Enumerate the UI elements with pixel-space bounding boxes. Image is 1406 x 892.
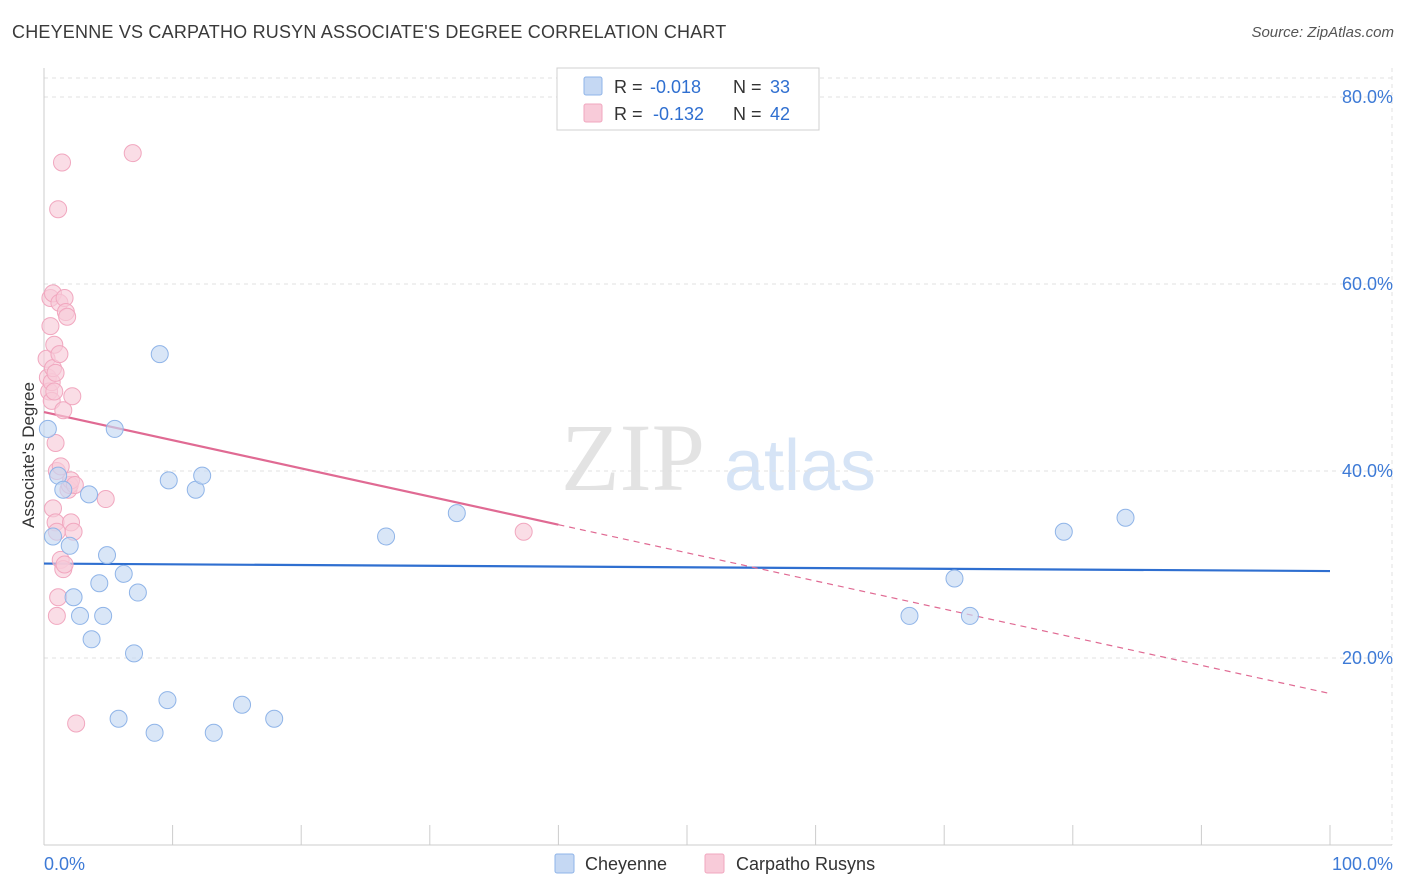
cheyenne-point bbox=[94, 606, 113, 625]
carpatho-point bbox=[55, 555, 74, 574]
trend-lines bbox=[43, 411, 1331, 695]
cheyenne-point bbox=[54, 480, 73, 499]
carpatho-point bbox=[49, 200, 68, 219]
carpatho-point bbox=[54, 401, 73, 420]
carpatho-point bbox=[46, 363, 65, 382]
cheyenne-point bbox=[82, 630, 101, 649]
stats-legend: R = -0.018 N = 33 R = -0.132 N = 42 bbox=[556, 67, 820, 131]
watermark: ZIP atlas bbox=[561, 404, 876, 511]
series-legend: Cheyenne Carpatho Rusyns bbox=[554, 853, 875, 874]
data-points bbox=[37, 144, 1135, 742]
cheyenne-point bbox=[150, 345, 169, 364]
cheyenne-point bbox=[233, 695, 252, 714]
stats-n-value-carpatho: 42 bbox=[770, 104, 790, 124]
cheyenne-point bbox=[159, 471, 178, 490]
cheyenne-point bbox=[98, 546, 117, 565]
carpatho-point bbox=[46, 433, 65, 452]
carpatho-point bbox=[49, 588, 68, 607]
y-tick-label: 40.0% bbox=[1342, 461, 1393, 481]
cheyenne-point bbox=[71, 606, 90, 625]
chart-source: Source: ZipAtlas.com bbox=[1251, 24, 1394, 41]
carpatho-point bbox=[96, 490, 115, 509]
cheyenne-point bbox=[265, 709, 284, 728]
stats-swatch-carpatho bbox=[583, 103, 603, 123]
carpatho-point bbox=[67, 714, 86, 733]
carpatho-point bbox=[50, 345, 69, 364]
cheyenne-point bbox=[128, 583, 147, 602]
cheyenne-point bbox=[960, 606, 979, 625]
stats-r-label-cheyenne: R = bbox=[614, 77, 643, 97]
carpatho-point bbox=[47, 606, 66, 625]
cheyenne-point bbox=[38, 419, 57, 438]
chart-title: CHEYENNE VS CARPATHO RUSYN ASSOCIATE'S D… bbox=[12, 22, 727, 42]
carpatho-trend-line bbox=[43, 411, 559, 526]
stats-r-value-cheyenne: -0.018 bbox=[650, 77, 701, 97]
cheyenne-point bbox=[44, 527, 63, 546]
carpatho-point bbox=[53, 153, 72, 172]
cheyenne-point bbox=[145, 723, 164, 742]
carpatho-point bbox=[45, 382, 64, 401]
cheyenne-point bbox=[1054, 522, 1073, 541]
carpatho-trend-line-dashed bbox=[558, 524, 1331, 695]
y-tick-label: 20.0% bbox=[1342, 648, 1393, 668]
x-tick-label: 100.0% bbox=[1332, 854, 1393, 874]
y-tick-label: 80.0% bbox=[1342, 87, 1393, 107]
cheyenne-point bbox=[377, 527, 396, 546]
cheyenne-point bbox=[125, 644, 144, 663]
carpatho-point bbox=[41, 317, 60, 336]
axes: 20.0% 40.0% 60.0% 80.0% 0.0% 100.0% bbox=[43, 68, 1393, 874]
watermark-zip: ZIP bbox=[561, 404, 705, 511]
cheyenne-point bbox=[60, 536, 79, 555]
cheyenne-point bbox=[109, 709, 128, 728]
cheyenne-point bbox=[193, 466, 212, 485]
stats-n-value-cheyenne: 33 bbox=[770, 77, 790, 97]
carpatho-point bbox=[58, 307, 77, 326]
stats-swatch-cheyenne bbox=[583, 76, 603, 96]
cheyenne-point bbox=[90, 574, 109, 593]
carpatho-point bbox=[514, 522, 533, 541]
cheyenne-point bbox=[64, 588, 83, 607]
stats-n-label-cheyenne: N = bbox=[733, 77, 762, 97]
stats-n-label-carpatho: N = bbox=[733, 104, 762, 124]
y-tick-label: 60.0% bbox=[1342, 274, 1393, 294]
carpatho-point bbox=[63, 387, 82, 406]
cheyenne-point bbox=[80, 485, 99, 504]
cheyenne-point bbox=[1116, 508, 1135, 527]
cheyenne-point bbox=[945, 569, 964, 588]
legend-swatch-carpatho bbox=[704, 853, 725, 874]
legend-swatch-cheyenne bbox=[554, 853, 575, 874]
cheyenne-point bbox=[204, 723, 223, 742]
cheyenne-trend-line bbox=[43, 562, 1331, 573]
legend-label-cheyenne: Cheyenne bbox=[585, 854, 667, 874]
x-tick-label: 0.0% bbox=[44, 854, 85, 874]
stats-r-label-carpatho: R = bbox=[614, 104, 643, 124]
stats-r-value-carpatho: -0.132 bbox=[653, 104, 704, 124]
legend-label-carpatho: Carpatho Rusyns bbox=[736, 854, 875, 874]
cheyenne-point bbox=[447, 504, 466, 523]
cheyenne-point bbox=[105, 419, 124, 438]
carpatho-point bbox=[123, 144, 142, 163]
watermark-atlas: atlas bbox=[724, 426, 876, 506]
cheyenne-point bbox=[900, 606, 919, 625]
cheyenne-point bbox=[158, 691, 177, 710]
y-axis-title: Associate's Degree bbox=[19, 382, 38, 528]
cheyenne-point bbox=[114, 564, 133, 583]
